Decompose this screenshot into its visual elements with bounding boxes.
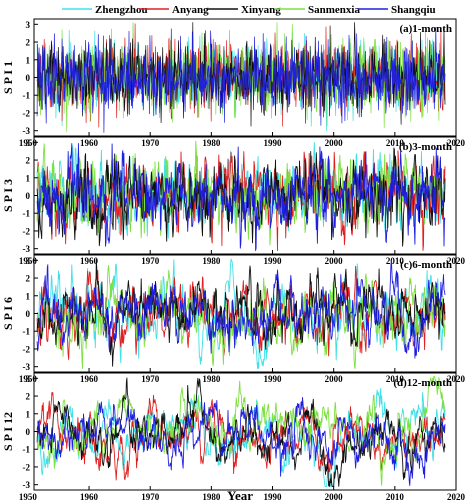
y-tick-label: -1	[23, 327, 31, 337]
series-group	[36, 22, 446, 133]
series-line	[36, 259, 446, 359]
y-tick-label: 1	[26, 409, 31, 419]
x-tick-label: 1950	[19, 492, 38, 502]
y-tick-label: -1	[23, 91, 31, 101]
y-tick-label: 1	[26, 173, 31, 183]
series-line	[36, 140, 446, 246]
series-line	[36, 377, 446, 487]
y-tick-label: -2	[23, 462, 31, 472]
x-tick-label: 1980	[202, 374, 221, 384]
x-tick-label: 2010	[386, 374, 405, 384]
x-tick-label: 1950	[19, 374, 38, 384]
y-tick-label: -3	[23, 480, 31, 490]
x-tick-label: 2020	[447, 492, 466, 502]
legend-item: Zhengzhou	[62, 4, 148, 16]
x-tick-label: 1990	[264, 138, 283, 148]
x-tick-label: 1990	[264, 374, 283, 384]
series-line	[36, 26, 446, 133]
x-tick-label: 2010	[386, 138, 405, 148]
legend-label: Shangqiu	[391, 4, 436, 16]
legend-label: Zhengzhou	[95, 4, 148, 16]
x-tick-label: 1950	[19, 138, 38, 148]
y-tick-label: 0	[26, 73, 31, 83]
y-tick-label: 1	[26, 291, 31, 301]
y-axis-label: S P I 6	[1, 297, 15, 330]
y-tick-label: 0	[26, 427, 31, 437]
legend-item: Sanmenxia	[275, 4, 360, 16]
legend-item: Xinyang	[208, 4, 281, 16]
series-line	[37, 387, 446, 487]
y-tick-label: 3	[26, 20, 31, 30]
series-line	[36, 142, 446, 251]
series-group	[36, 258, 446, 369]
x-tick-label: 1960	[80, 374, 99, 384]
x-tick-label: 1970	[141, 256, 160, 266]
x-tick-label: 2010	[386, 492, 405, 502]
y-tick-label: 2	[26, 274, 31, 284]
x-tick-label: 2000	[325, 492, 344, 502]
legend: Zhengzhou Anyang Xinyang Sanmenxia Shangqiu	[62, 4, 436, 16]
y-tick-label: 0	[26, 309, 31, 319]
x-tick-label: 1960	[80, 256, 99, 266]
y-axis-label: S P I 1	[1, 61, 15, 94]
legend-item: Anyang	[139, 4, 209, 16]
x-axis-label: Year	[227, 488, 253, 503]
series-group	[36, 140, 446, 251]
legend-label: Sanmenxia	[308, 4, 360, 16]
y-axis-label: S P I 3	[1, 179, 15, 212]
x-tick-label: 1960	[80, 492, 99, 502]
y-tick-label: -2	[23, 108, 31, 118]
y-tick-label: 2	[26, 38, 31, 48]
y-tick-label: -2	[23, 344, 31, 354]
y-tick-label: -3	[23, 362, 31, 372]
panel-label: (d)12-month	[393, 377, 452, 389]
y-tick-label: -2	[23, 226, 31, 236]
legend-item: Shangqiu	[358, 4, 436, 16]
x-tick-label: 1990	[264, 256, 283, 266]
panel-label: (b)3-month	[399, 141, 452, 153]
y-tick-label: 1	[26, 55, 31, 65]
series-line	[36, 259, 446, 367]
legend-label: Anyang	[172, 4, 209, 16]
panel-label: (c)6-month	[400, 259, 452, 271]
x-tick-label: 1980	[202, 256, 221, 266]
panel-label: (a)1-month	[399, 23, 452, 35]
x-tick-label: 2010	[386, 256, 405, 266]
y-tick-label: -1	[23, 209, 31, 219]
y-tick-label: 0	[26, 191, 31, 201]
x-tick-label: 2000	[325, 138, 344, 148]
x-tick-label: 2000	[325, 374, 344, 384]
y-tick-label: -3	[23, 244, 31, 254]
y-tick-label: -3	[23, 126, 31, 136]
y-tick-label: 3	[26, 138, 31, 148]
x-tick-label: 1970	[141, 138, 160, 148]
y-axis-label: S P I 12	[1, 412, 15, 451]
y-tick-label: -1	[23, 445, 31, 455]
x-tick-label: 1990	[264, 492, 283, 502]
x-tick-label: 1980	[202, 492, 221, 502]
x-tick-label: 1970	[141, 374, 160, 384]
x-tick-label: 1970	[141, 492, 160, 502]
x-tick-label: 2000	[325, 256, 344, 266]
y-tick-label: 3	[26, 256, 31, 266]
x-tick-label: 1960	[80, 138, 99, 148]
y-tick-label: 2	[26, 156, 31, 166]
x-tick-label: 1950	[19, 256, 38, 266]
x-tick-label: 1980	[202, 138, 221, 148]
y-tick-label: 2	[26, 392, 31, 402]
series-group	[36, 376, 446, 487]
series-line	[36, 396, 446, 486]
y-tick-label: 3	[26, 374, 31, 384]
legend-label: Xinyang	[241, 4, 281, 16]
